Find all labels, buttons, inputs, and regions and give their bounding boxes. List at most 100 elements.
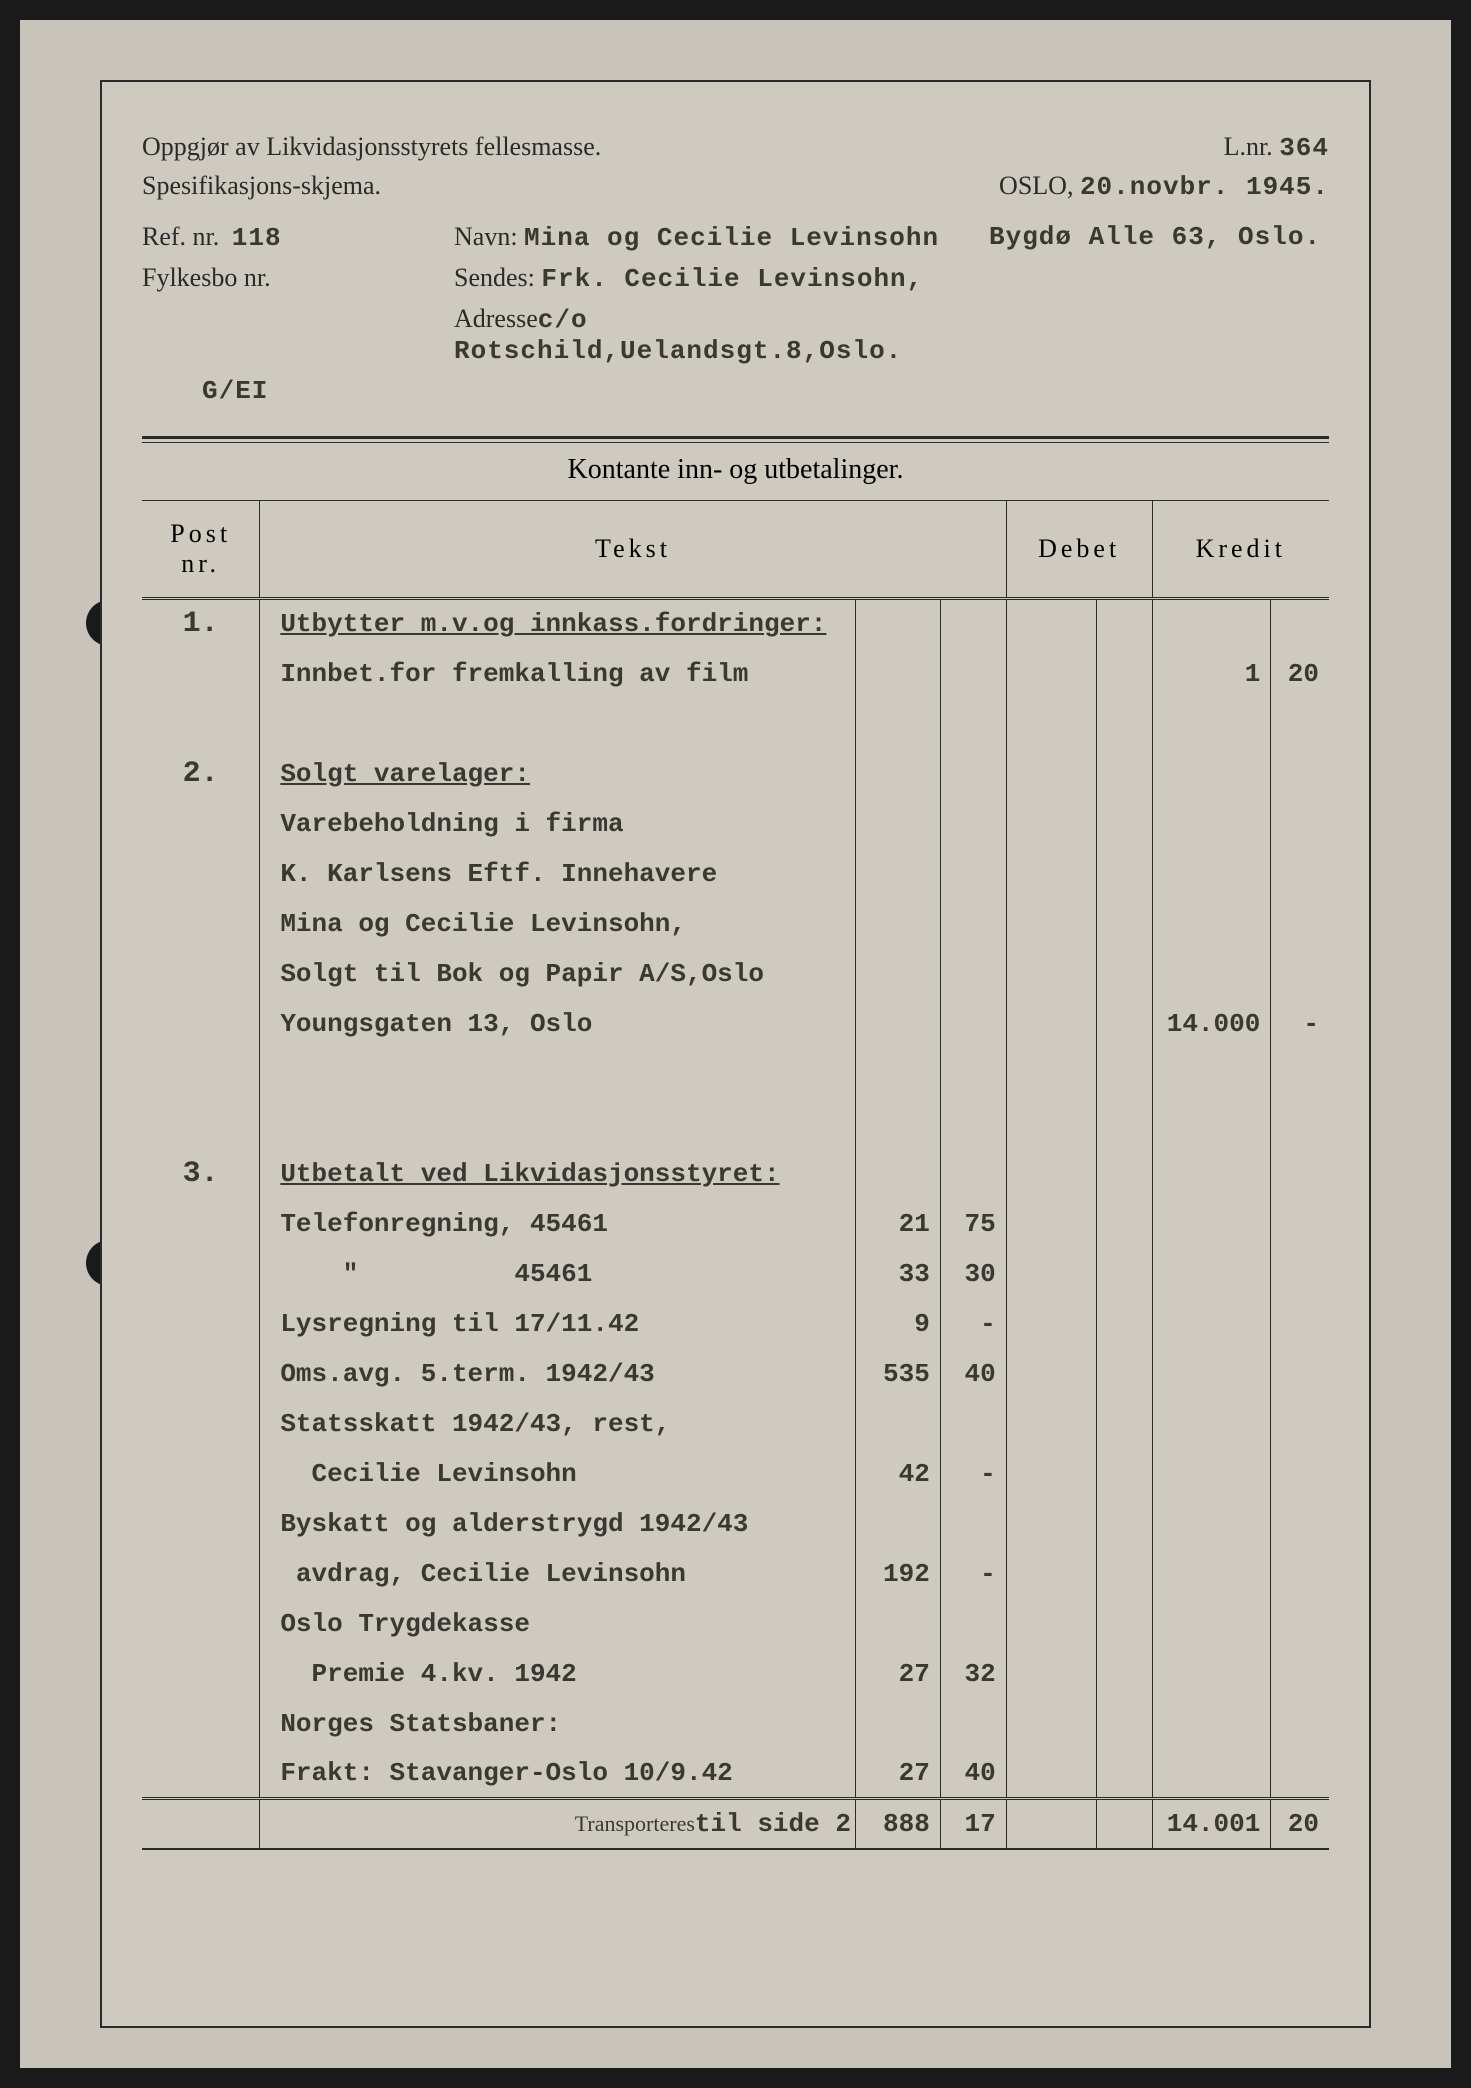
table-row: 1.Utbytter m.v.og innkass.fordringer:: [142, 599, 1329, 649]
cell: -: [1271, 999, 1329, 1049]
cell: [1152, 1599, 1271, 1649]
cell: [1152, 949, 1271, 999]
cell: [1152, 799, 1271, 849]
table-row: Solgt til Bok og Papir A/S,Oslo: [142, 949, 1329, 999]
cell: [1097, 699, 1152, 749]
cell: [1152, 1199, 1271, 1249]
cell: [142, 1649, 260, 1699]
cell: [1097, 1699, 1152, 1749]
cell: [855, 1499, 940, 1549]
footer-sub2: 17: [940, 1799, 1006, 1849]
table-header-row: Post nr. Tekst Debet Kredit: [142, 501, 1329, 599]
cell: [1006, 699, 1097, 749]
title-line-1: Oppgjør av Likvidasjonsstyrets fellesmas…: [142, 132, 601, 163]
cell: 2.: [142, 749, 260, 799]
table-row: Cecilie Levinsohn42-: [142, 1449, 1329, 1499]
cell: 1: [1152, 649, 1271, 699]
cell: [260, 699, 856, 749]
cell: [1097, 1649, 1152, 1699]
navn-label: Navn:: [454, 222, 518, 251]
cell: [1152, 699, 1271, 749]
cell: [1006, 1199, 1097, 1249]
cell: [142, 1449, 260, 1499]
cell: 75: [940, 1199, 1006, 1249]
cell: [855, 1049, 940, 1099]
cell: [855, 849, 940, 899]
cell: [940, 1099, 1006, 1149]
header-block: Oppgjør av Likvidasjonsstyrets fellesmas…: [142, 132, 1329, 406]
scanned-page: Oppgjør av Likvidasjonsstyrets fellesmas…: [20, 20, 1451, 2068]
transport-row: Transporterestil side 2 888 17 14.001 20: [142, 1799, 1329, 1849]
cell: [1271, 1399, 1329, 1449]
cell: [1271, 749, 1329, 799]
cell: [1006, 1299, 1097, 1349]
cell: [1006, 1399, 1097, 1449]
cell: [1271, 699, 1329, 749]
cell: 192: [855, 1549, 940, 1599]
table-row: Telefonregning, 454612175: [142, 1199, 1329, 1249]
cell: [1097, 1349, 1152, 1399]
cell: [940, 1499, 1006, 1549]
cell: 27: [855, 1749, 940, 1799]
cell: [142, 1549, 260, 1599]
sendes-label: Sendes:: [454, 263, 535, 292]
table-row: Statsskatt 1942/43, rest,: [142, 1399, 1329, 1449]
cell: [260, 1099, 856, 1149]
cell: [1271, 1049, 1329, 1099]
cell: [1152, 849, 1271, 899]
footer-kredit1: 14.001: [1152, 1799, 1271, 1849]
cell: Telefonregning, 45461: [260, 1199, 856, 1249]
section-title: Kontante inn- og utbetalinger.: [142, 436, 1329, 501]
table-row: Youngsgaten 13, Oslo14.000-: [142, 999, 1329, 1049]
table-row: Mina og Cecilie Levinsohn,: [142, 899, 1329, 949]
cell: [1152, 749, 1271, 799]
cell: [1152, 1449, 1271, 1499]
cell: [142, 1749, 260, 1799]
cell: [1097, 949, 1152, 999]
cell: [142, 799, 260, 849]
cell: [1271, 1249, 1329, 1299]
cell: [1152, 1399, 1271, 1449]
cell: [940, 699, 1006, 749]
cell: [1152, 1549, 1271, 1599]
table-row: Oslo Trygdekasse: [142, 1599, 1329, 1649]
cell: Utbetalt ved Likvidasjonsstyret:: [260, 1149, 856, 1199]
cell: Solgt til Bok og Papir A/S,Oslo: [260, 949, 856, 999]
cell: [1006, 899, 1097, 949]
cell: [1097, 1749, 1152, 1799]
cell: [1152, 1049, 1271, 1099]
cell: [855, 749, 940, 799]
navn-value: Mina og Cecilie Levinsohn: [524, 223, 939, 253]
cell: [1097, 749, 1152, 799]
transport-typed: til side 2: [695, 1809, 851, 1839]
cell: [1097, 599, 1152, 649]
cell: [855, 999, 940, 1049]
table-row: Frakt: Stavanger-Oslo 10/9.422740: [142, 1749, 1329, 1799]
cell: [1152, 1349, 1271, 1399]
cell: [1271, 1299, 1329, 1349]
cell: [142, 1299, 260, 1349]
cell: [142, 1399, 260, 1449]
lnr-value: 364: [1279, 133, 1329, 163]
cell: [1271, 599, 1329, 649]
cell: [1097, 799, 1152, 849]
col-kredit-header: Kredit: [1152, 501, 1329, 599]
cell: avdrag, Cecilie Levinsohn: [260, 1549, 856, 1599]
cell: [1152, 1499, 1271, 1549]
cell: [1006, 1699, 1097, 1749]
cell: [1097, 1599, 1152, 1649]
table-row: avdrag, Cecilie Levinsohn192-: [142, 1549, 1329, 1599]
cell: 32: [940, 1649, 1006, 1699]
cell: [1097, 1449, 1152, 1499]
cell: [1097, 1049, 1152, 1099]
cell: [1152, 899, 1271, 949]
cell: 27: [855, 1649, 940, 1699]
cell: [1271, 1549, 1329, 1599]
cell: Norges Statsbaner:: [260, 1699, 856, 1749]
cell: [855, 1399, 940, 1449]
table-row: [142, 699, 1329, 749]
cell: Solgt varelager:: [260, 749, 856, 799]
cell: 535: [855, 1349, 940, 1399]
cell: [940, 1149, 1006, 1199]
cell: 20: [1271, 649, 1329, 699]
